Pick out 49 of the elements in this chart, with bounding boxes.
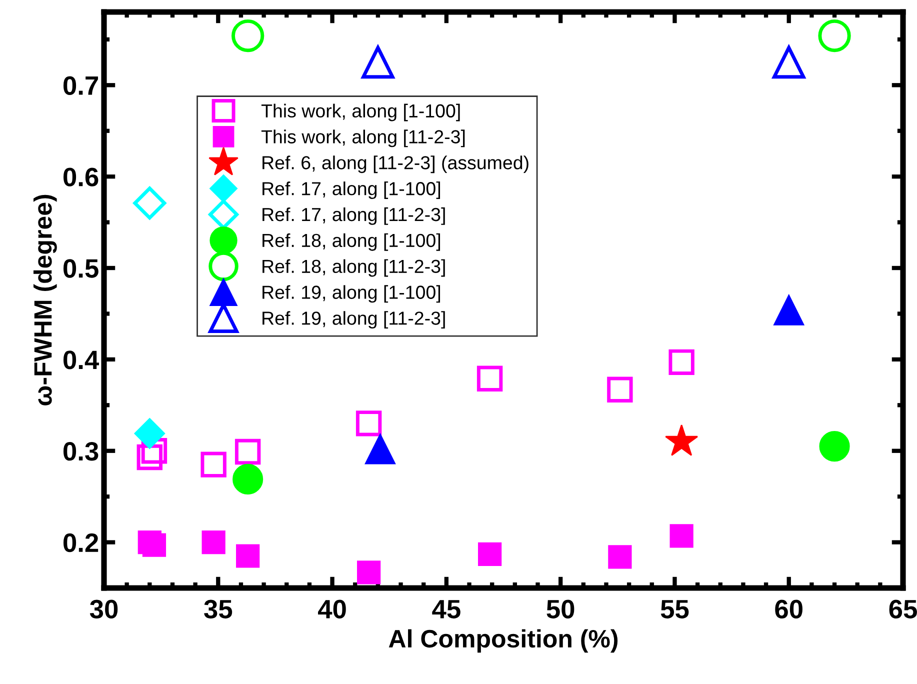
point <box>476 366 503 392</box>
point <box>670 524 694 548</box>
x-tick-label: 65 <box>889 600 917 618</box>
x-tick-label: 40 <box>318 600 346 618</box>
y-tick-label: 0.2 <box>64 533 98 552</box>
point <box>200 452 226 478</box>
point <box>818 19 851 52</box>
point <box>478 542 502 566</box>
y-tick-label: 0.6 <box>64 168 98 186</box>
x-axis-title: Al Composition (%) <box>388 629 618 653</box>
legend-label: Ref. 6, along [11-2-3] (assumed) <box>262 156 528 174</box>
legend-label: Ref. 18, along [1-100] <box>262 233 440 251</box>
y-axis-title: ω-FWHM (degree) <box>33 194 57 406</box>
point <box>668 349 694 376</box>
legend-label: Ref. 18, along [11-2-3] <box>262 259 445 277</box>
point <box>232 19 264 52</box>
point <box>133 186 166 220</box>
point <box>608 545 632 569</box>
x-tick-label: 30 <box>90 600 118 619</box>
x-tick-label: 45 <box>432 600 460 618</box>
legend-label: This work, along [11-2-3] <box>261 130 465 148</box>
point <box>234 438 261 465</box>
legend-label: This work, along [1-100] <box>261 104 460 122</box>
legend-label: Ref. 19, along [1-100] <box>262 285 440 303</box>
legend-label: Ref. 17, along [1-100] <box>262 182 440 199</box>
legend-label: Ref. 17, along [11-2-3] <box>262 207 445 225</box>
point <box>142 533 166 557</box>
y-tick-label: 0.7 <box>64 76 98 95</box>
point <box>202 530 226 554</box>
point <box>136 444 163 470</box>
point <box>362 46 394 79</box>
point <box>357 560 381 584</box>
x-tick-label: 60 <box>775 600 802 618</box>
point <box>774 294 804 326</box>
x-tick-label: 35 <box>204 600 232 619</box>
point <box>134 418 166 449</box>
point <box>819 431 850 462</box>
point <box>607 376 633 402</box>
y-tick-label: 0.4 <box>64 350 99 370</box>
x-tick-label: 55 <box>660 600 689 618</box>
y-tick-label: 0.3 <box>64 442 98 461</box>
point <box>236 544 260 568</box>
point <box>232 464 264 494</box>
y-tick-label: 0.5 <box>64 259 98 278</box>
x-tick-label: 50 <box>546 600 574 618</box>
point <box>364 434 396 464</box>
legend-label: Ref. 19, along [11-2-3] <box>262 311 445 329</box>
point <box>772 46 806 79</box>
point <box>356 410 382 436</box>
